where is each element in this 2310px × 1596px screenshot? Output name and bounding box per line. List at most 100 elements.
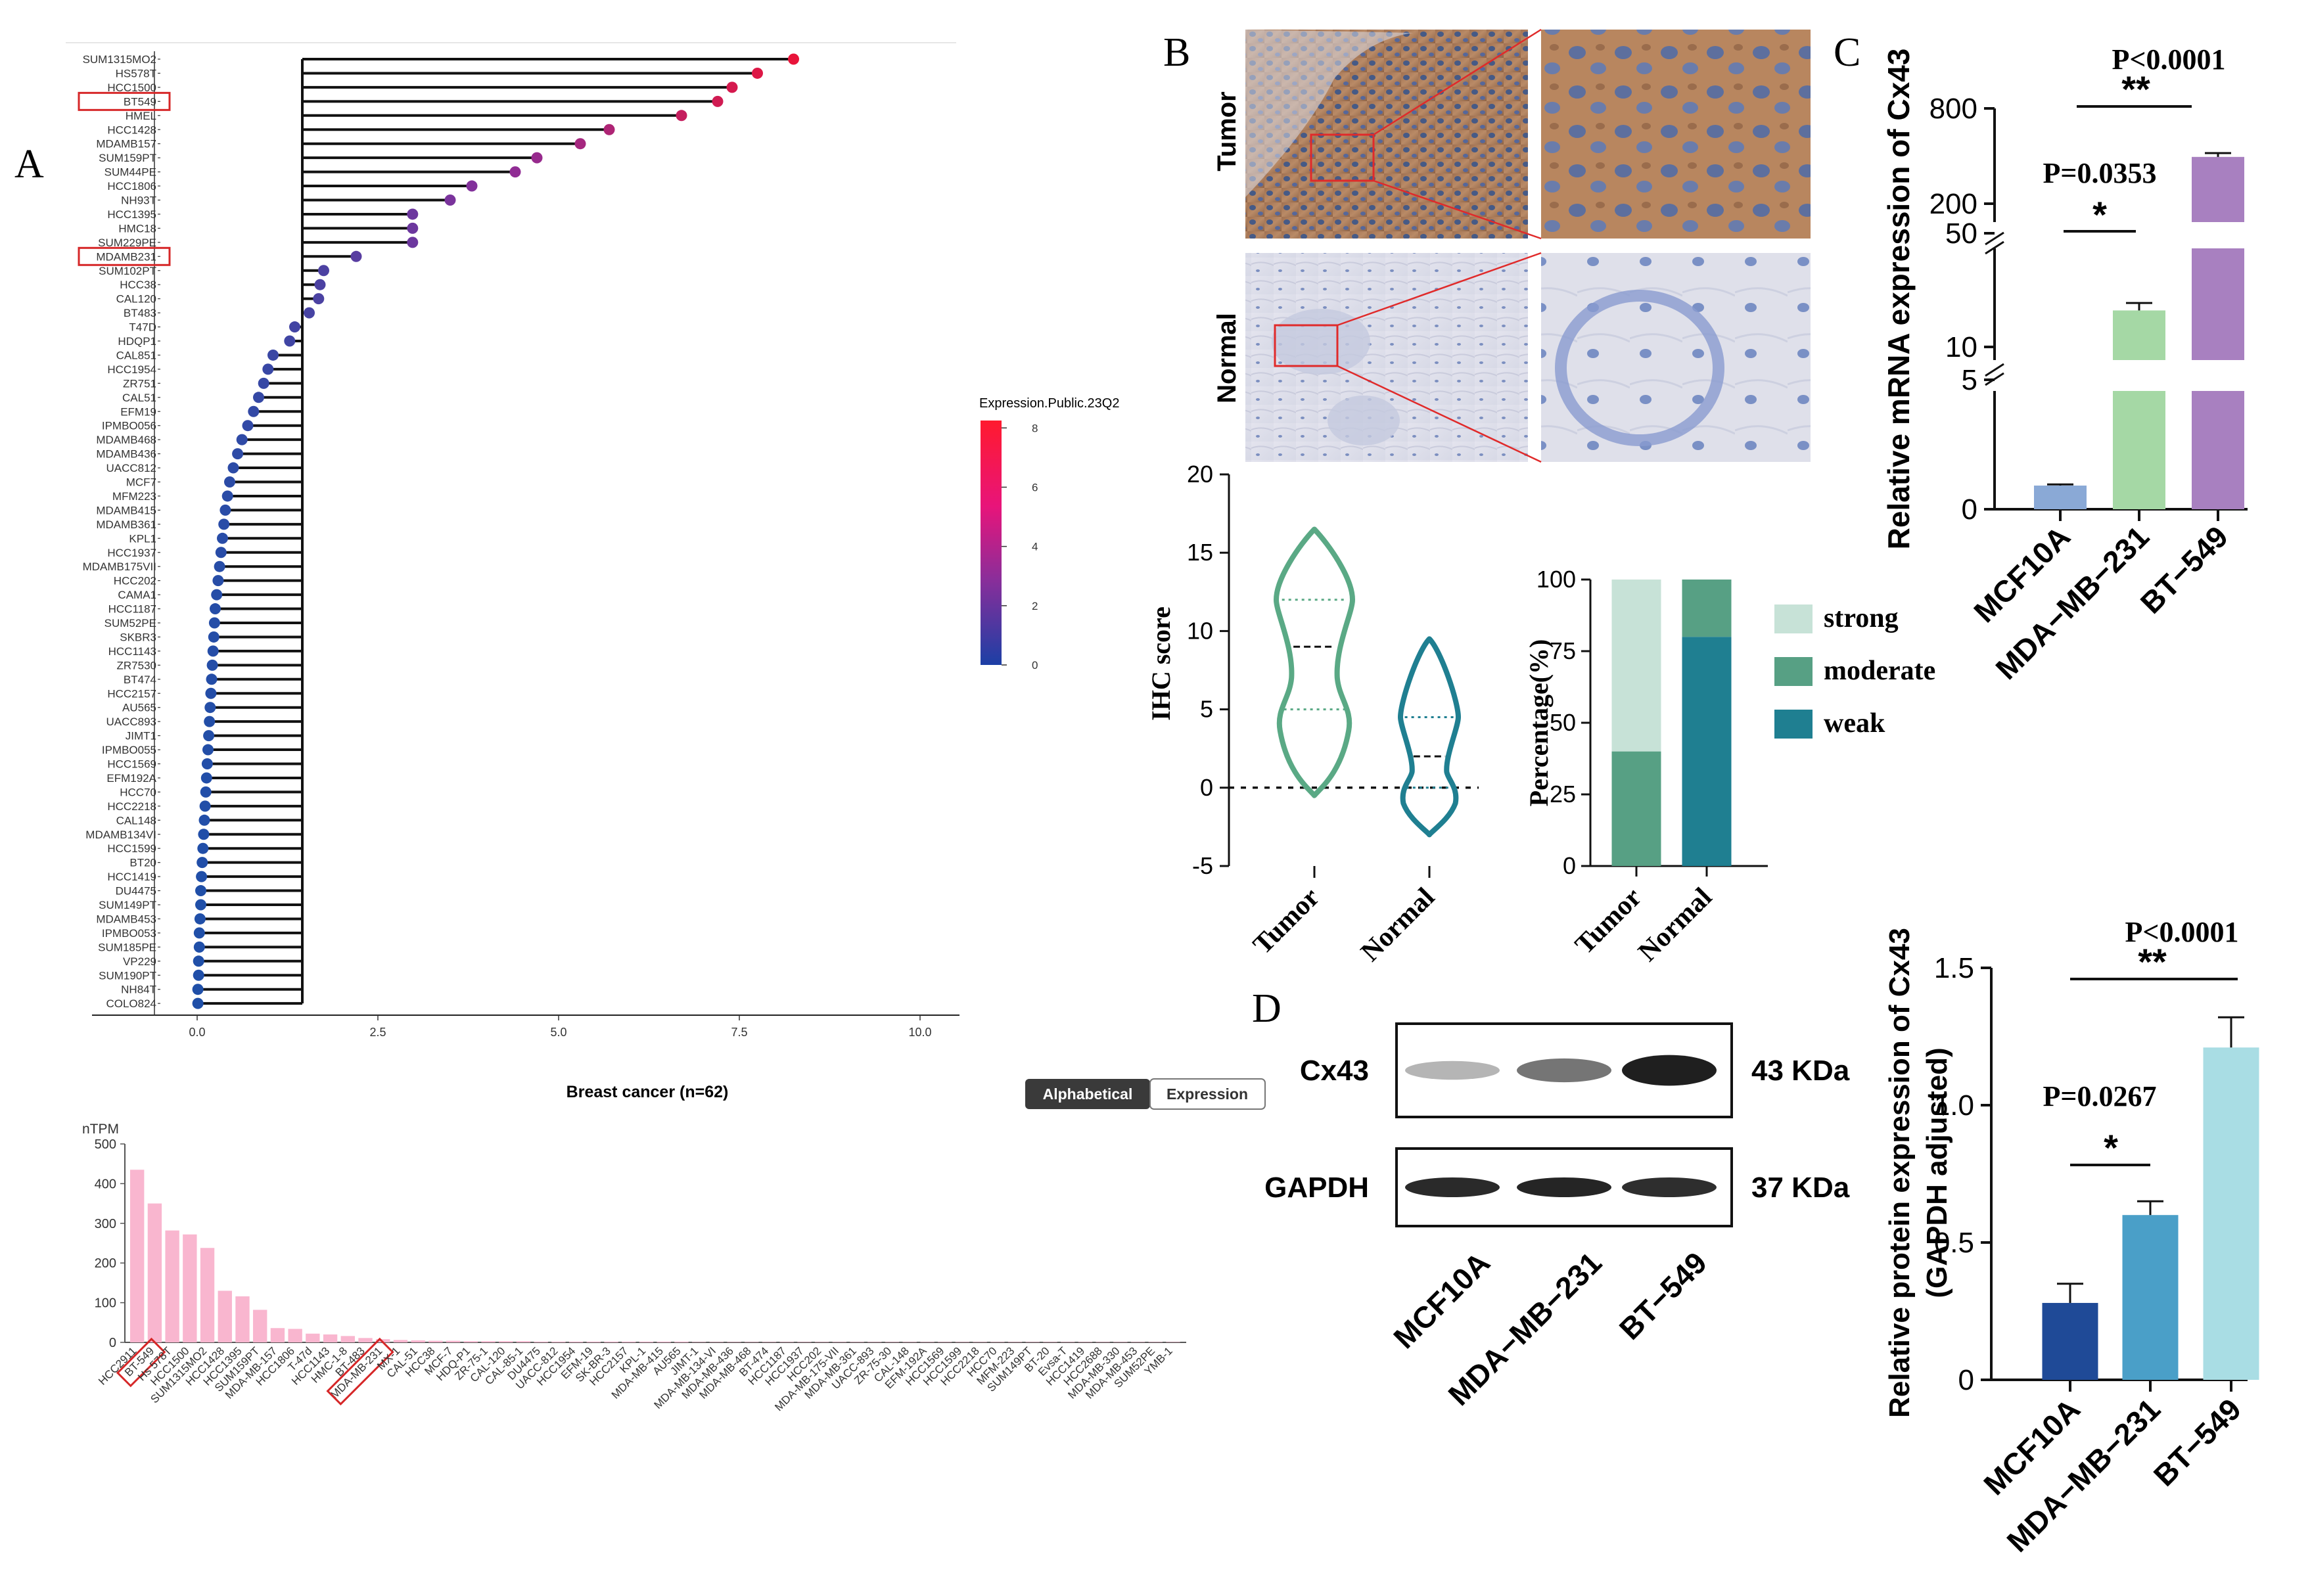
hpa-bar-HMC-1-8 bbox=[340, 1336, 355, 1342]
lollipop-label-BT20: BT20 bbox=[129, 857, 156, 869]
colorbar-tick-label: 2 bbox=[1032, 600, 1038, 612]
lollipop-label-NH93T: NH93T bbox=[121, 194, 156, 207]
lollipop-label-ZR751: ZR751 bbox=[123, 377, 156, 390]
lollipop-point-EFM192A bbox=[200, 772, 212, 784]
hpa-highlight-BT-549 bbox=[116, 1337, 166, 1388]
lollipop-label-HCC1187: HCC1187 bbox=[108, 603, 156, 616]
ihc-row-label-tumor: Tumor bbox=[1213, 91, 1241, 171]
violin-y-tick-label: 10 bbox=[1187, 617, 1213, 644]
panel-b-letter: B bbox=[1163, 30, 1190, 75]
toggle-expression[interactable] bbox=[1149, 1078, 1266, 1110]
mrna-axis-break-mid-2 bbox=[1985, 240, 2004, 255]
legend-label-weak: weak bbox=[1824, 708, 1885, 739]
lollipop-point-MFM223 bbox=[221, 490, 233, 502]
lollipop-point-HCC1428 bbox=[603, 124, 615, 135]
hpa-y-tick-label: 400 bbox=[95, 1177, 116, 1191]
violin-y-tick-label: 15 bbox=[1187, 539, 1213, 566]
ihc-normal-zoom-line-bottom bbox=[1337, 365, 1542, 463]
mrna-bar-0-seg0 bbox=[2034, 486, 2087, 509]
lollipop-point-HCC1187 bbox=[210, 603, 221, 615]
protein-y-tick-label: 1.0 bbox=[1934, 1089, 1974, 1122]
hpa-bar-CAL-85-1 bbox=[516, 1341, 531, 1342]
lollipop-label-HCC1395: HCC1395 bbox=[107, 208, 156, 221]
lollipop-label-HCC1954: HCC1954 bbox=[107, 363, 156, 376]
blot-label-cx43: Cx43 bbox=[1300, 1055, 1369, 1087]
mrna-stars-1: * bbox=[2092, 194, 2107, 235]
lollipop-label-SUM1315MO2: SUM1315MO2 bbox=[83, 53, 156, 66]
violin-y-tick-label: 5 bbox=[1200, 696, 1213, 723]
stacked-y-label: Percentage(%) bbox=[1524, 639, 1554, 807]
lollipop-point-MDAMB134VI bbox=[198, 829, 210, 840]
lollipop-point-SUM190PT bbox=[193, 969, 204, 981]
hpa-y-tick-label: 0 bbox=[109, 1336, 116, 1350]
lollipop-point-UACC893 bbox=[204, 716, 216, 727]
mrna-axis-break-low bbox=[1985, 363, 2004, 377]
lollipop-point-MDAMB175VII bbox=[214, 560, 225, 572]
lollipop-label-SUM102PT: SUM102PT bbox=[99, 265, 156, 277]
legend-label-strong: strong bbox=[1824, 603, 1899, 633]
protein-stars-2: ** bbox=[2138, 941, 2167, 982]
lollipop-point-SUM102PT bbox=[318, 265, 329, 277]
lollipop-label-HCC2218: HCC2218 bbox=[107, 800, 156, 813]
lollipop-point-HS578T bbox=[752, 67, 763, 79]
lollipop-label-KPL1: KPL1 bbox=[129, 532, 156, 545]
ihc-tumor-zoom-line-top bbox=[1373, 28, 1542, 136]
lollipop-label-HCC38: HCC38 bbox=[120, 279, 156, 291]
lollipop-label-HCC1419: HCC1419 bbox=[107, 871, 156, 883]
lollipop-label-T47D: T47D bbox=[129, 321, 156, 334]
hpa-bar-HCC1395 bbox=[235, 1296, 250, 1342]
lollipop-label-EFM19: EFM19 bbox=[120, 405, 156, 418]
lollipop-label-CAL120: CAL120 bbox=[116, 293, 156, 306]
mrna-bar-2-seg0 bbox=[2192, 391, 2244, 509]
mrna-bar-1-seg0 bbox=[2113, 391, 2165, 509]
stacked-bar-tumor-moderate bbox=[1611, 751, 1661, 866]
colorbar-tick-label: 0 bbox=[1032, 659, 1038, 672]
lollipop-point-SUM159PT bbox=[531, 152, 543, 164]
lollipop-point-HCC202 bbox=[212, 575, 224, 587]
panel-d-letter: D bbox=[1252, 986, 1282, 1031]
legend-label-moderate: moderate bbox=[1824, 656, 1935, 686]
lollipop-label-HCC1428: HCC1428 bbox=[107, 124, 156, 136]
toggle-alphabetical[interactable] bbox=[1025, 1079, 1150, 1109]
lollipop-point-CAMA1 bbox=[211, 589, 223, 601]
lollipop-point-SUM1315MO2 bbox=[788, 53, 799, 65]
hpa-highlight-MDA-MB-231 bbox=[326, 1337, 394, 1406]
lollipop-point-BT474 bbox=[206, 673, 218, 685]
violin-y-tick-label: 0 bbox=[1200, 774, 1213, 801]
hpa-y-tick-label: 500 bbox=[95, 1137, 116, 1152]
lollipop-label-COLO824: COLO824 bbox=[106, 997, 156, 1010]
lollipop-point-ZR7530 bbox=[206, 659, 218, 671]
lollipop-point-HCC70 bbox=[200, 786, 212, 798]
lollipop-point-SUM229PE bbox=[407, 237, 419, 248]
lollipop-label-ZR7530: ZR7530 bbox=[117, 659, 156, 672]
violin-y-tick-label: -5 bbox=[1192, 852, 1213, 879]
lollipop-point-HCC2218 bbox=[199, 800, 211, 812]
mrna-axis-break-mid bbox=[1985, 231, 2004, 246]
protein-y-label: Relative protein expression of Cx43 bbox=[1883, 928, 1916, 1418]
mrna-y-tick-label: 800 bbox=[1929, 93, 1977, 125]
lollipop-x-tick-label: 10.0 bbox=[908, 1026, 931, 1039]
stacked-x-label-normal: Normal bbox=[1632, 882, 1718, 968]
protein-p-value-1: P=0.0267 bbox=[2043, 1080, 2157, 1112]
protein-p-value-2: P<0.0001 bbox=[2125, 916, 2239, 948]
blot-size-gapdh: 37 KDa bbox=[1751, 1172, 1850, 1204]
mrna-p-value-1: P=0.0353 bbox=[2043, 157, 2157, 189]
lollipop-point-SUM185PE bbox=[193, 941, 205, 953]
lollipop-x-tick-label: 2.5 bbox=[369, 1026, 386, 1039]
lollipop-point-CAL51 bbox=[253, 392, 264, 403]
lollipop-label-HCC70: HCC70 bbox=[120, 786, 156, 798]
lollipop-label-UACC893: UACC893 bbox=[106, 716, 156, 728]
lollipop-label-HCC1937: HCC1937 bbox=[107, 547, 156, 559]
lollipop-point-HDQP1 bbox=[284, 335, 296, 347]
mrna-y-tick-label: 50 bbox=[1945, 217, 1977, 250]
lollipop-point-HMEL bbox=[676, 110, 687, 122]
mrna-y-tick-label: 200 bbox=[1929, 188, 1977, 220]
ihc-normal-duct-2 bbox=[1328, 396, 1400, 445]
hpa-y-tick-label: 300 bbox=[95, 1217, 116, 1231]
blot-size-cx43: 43 KDa bbox=[1751, 1055, 1850, 1087]
lollipop-point-NH93T bbox=[444, 194, 456, 206]
blot-label-gapdh: GAPDH bbox=[1264, 1172, 1369, 1204]
lollipop-label-MDAMB453: MDAMB453 bbox=[96, 913, 156, 925]
panel-c-letter: C bbox=[1834, 30, 1860, 75]
